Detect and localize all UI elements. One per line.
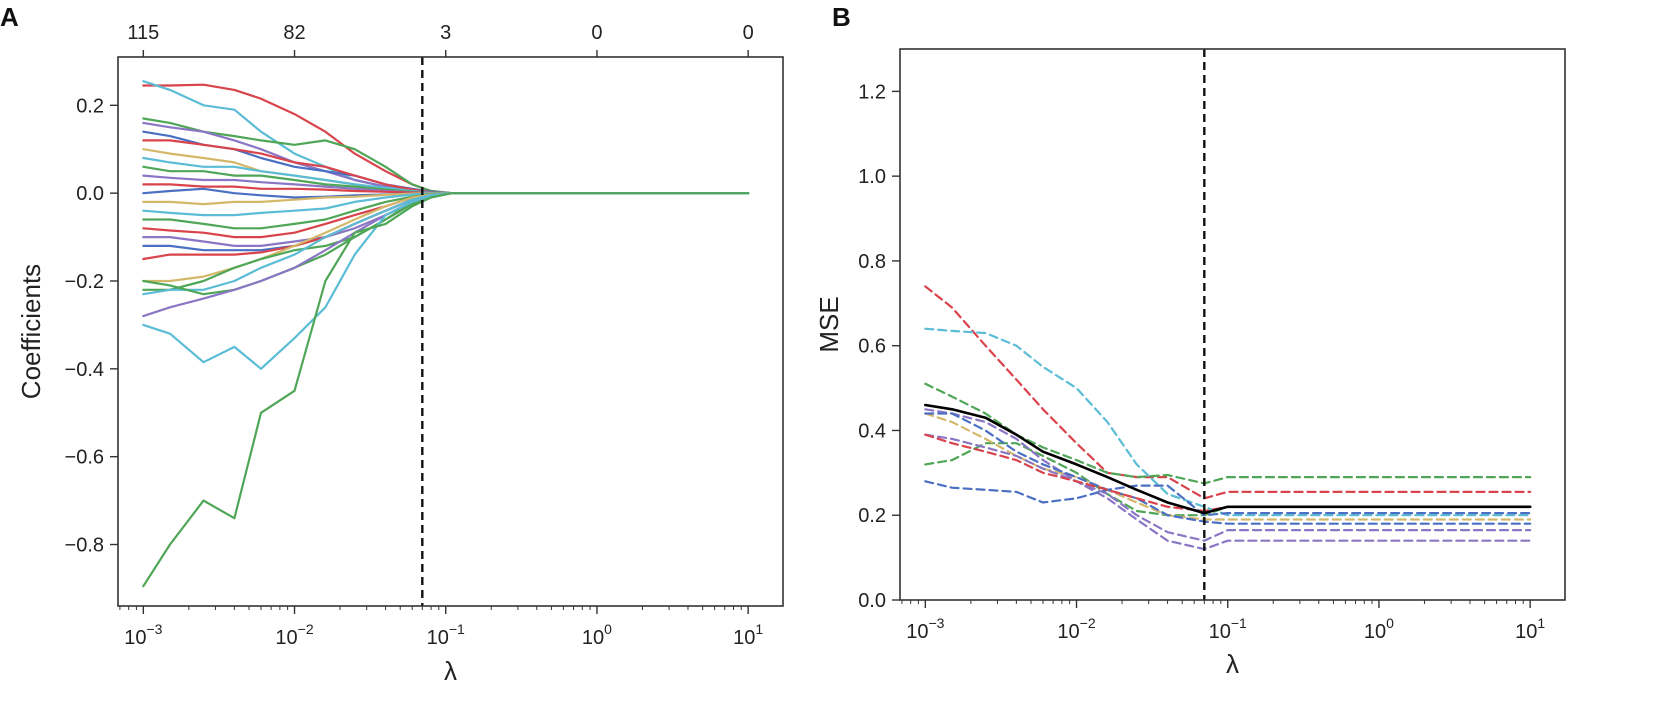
top-tick-label: 115 <box>127 22 159 44</box>
series-line-4 <box>142 121 750 195</box>
series-group <box>923 285 1532 551</box>
x-tick-label: 10−1 <box>427 621 465 649</box>
y-tick-label: 0.6 <box>858 336 886 358</box>
x-tick-label: 101 <box>1515 615 1545 643</box>
x-tick-label: 101 <box>733 621 763 649</box>
series-group <box>142 80 750 588</box>
series-line-2 <box>924 327 1532 517</box>
plot-frame <box>899 48 1566 601</box>
x-tick-label: 100 <box>1364 615 1394 643</box>
series-line-14 <box>142 192 750 217</box>
x-axis-label: λ <box>444 656 457 686</box>
series-line-15 <box>142 192 750 230</box>
x-tick-label: 10−2 <box>275 621 313 649</box>
y-axis-label: MSE <box>814 296 844 352</box>
series-line-23 <box>142 192 750 296</box>
y-tick-label: 0.2 <box>858 505 886 527</box>
coefficient-path-chart: 10−3 10−2 10−1 100 101 0.2 0.0 −0.2 −0.4 −0.6 −0.8… <box>0 2 784 686</box>
series-line-11 <box>923 403 1532 515</box>
y-tick-label: 0.2 <box>76 95 104 117</box>
series-line-1 <box>924 285 1532 500</box>
x-tick-label: 100 <box>582 621 612 649</box>
y-tick-label: −0.2 <box>65 271 104 293</box>
top-tick-label: 82 <box>283 22 305 44</box>
y-tick-label: 0.4 <box>858 420 886 442</box>
panel-label: A <box>0 2 19 32</box>
x-tick-label: 10−2 <box>1057 615 1095 643</box>
y-tick-label: −0.8 <box>65 535 104 557</box>
y-tick-label: −0.4 <box>65 359 104 381</box>
x-tick-label: 10−3 <box>906 615 944 643</box>
y-tick-label: 0.0 <box>858 590 886 612</box>
top-tick-label: 0 <box>591 22 602 44</box>
series-line-25 <box>142 192 750 370</box>
panel-label: B <box>832 2 851 32</box>
series-line-9 <box>924 480 1532 517</box>
top-tick-label: 0 <box>743 22 754 44</box>
series-line-21 <box>142 192 750 291</box>
series-line-22 <box>142 192 750 296</box>
x-axis-label: λ <box>1226 649 1239 679</box>
series-line-26 <box>142 192 750 588</box>
series-line-10 <box>142 174 750 195</box>
top-tick-label: 3 <box>440 22 451 44</box>
series-line-7 <box>924 433 1532 551</box>
y-tick-label: 0.0 <box>76 183 104 205</box>
y-tick-label: 0.8 <box>858 251 886 273</box>
mse-cv-chart: 10−3 10−2 10−1 100 101 0.0 0.2 0.4 0.6 0.8 1.0 1.2 λ… <box>814 2 1566 679</box>
series-line-1 <box>142 83 750 195</box>
series-line-6 <box>924 408 1532 542</box>
series-line-4 <box>924 442 1532 517</box>
y-tick-label: 1.2 <box>858 81 886 103</box>
x-tick-label: 10−1 <box>1209 615 1247 643</box>
x-tick-label: 10−3 <box>124 621 162 649</box>
series-line-3 <box>142 117 750 195</box>
plot-frame <box>117 56 784 607</box>
y-tick-label: 1.0 <box>858 166 886 188</box>
series-line-5 <box>924 412 1532 521</box>
y-tick-label: −0.6 <box>65 447 104 469</box>
y-axis-label: Coefficients <box>16 264 46 399</box>
series-line-10 <box>924 433 1532 513</box>
series-line-3 <box>924 382 1532 485</box>
